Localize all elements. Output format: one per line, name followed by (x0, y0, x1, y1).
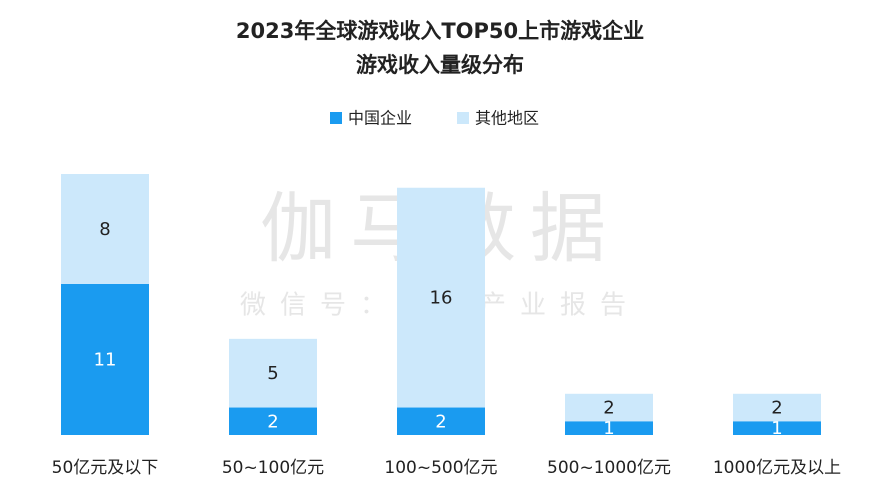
bar-segment (229, 407, 317, 435)
bar-segment (397, 187, 485, 408)
legend-label: 中国企业 (348, 109, 412, 128)
chart-title: 2023年全球游戏收入TOP50上市游戏企业 (236, 19, 644, 43)
x-tick-label: 100~500亿元 (384, 458, 497, 478)
bar-segment (565, 393, 653, 422)
data-label: 5 (267, 363, 278, 384)
legend-swatch (330, 112, 342, 124)
data-label: 2 (771, 398, 782, 419)
data-label: 2 (435, 411, 446, 432)
x-tick-label: 500~1000亿元 (547, 458, 671, 478)
legend-swatch (457, 112, 469, 124)
bar-segment (61, 283, 149, 435)
bar-segment (733, 421, 821, 435)
chart-title: 游戏收入量级分布 (356, 53, 524, 77)
legend-label: 其他地区 (475, 109, 539, 128)
data-label: 2 (267, 411, 278, 432)
data-label: 2 (603, 398, 614, 419)
bar-segment (61, 174, 149, 284)
data-label: 16 (430, 288, 453, 309)
bar-segment (733, 393, 821, 422)
bar-segment (565, 421, 653, 435)
x-tick-label: 50亿元及以下 (52, 458, 159, 478)
bar-segment (229, 338, 317, 408)
x-tick-label: 1000亿元及以上 (713, 458, 841, 478)
x-tick-label: 50~100亿元 (222, 458, 324, 478)
data-label: 1 (771, 418, 782, 439)
bar-segment (397, 407, 485, 435)
data-label: 1 (603, 418, 614, 439)
data-label: 11 (94, 349, 117, 370)
data-label: 8 (99, 219, 110, 240)
